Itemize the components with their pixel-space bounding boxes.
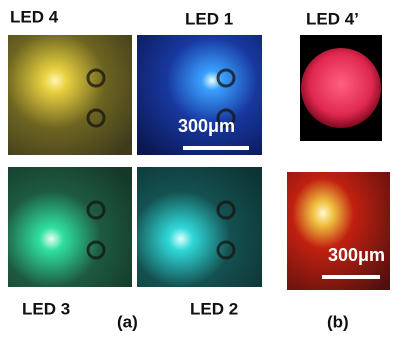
photo-led1: [137, 35, 262, 155]
label: LED 4: [10, 7, 59, 26]
photo-led3: [8, 167, 132, 287]
label: LED 3: [22, 299, 70, 318]
photo-led2: [137, 167, 262, 287]
scale-label: 300μm: [328, 245, 385, 265]
photo-led4: [8, 35, 132, 155]
label: LED 4’: [306, 9, 359, 28]
led-disc: [301, 48, 381, 128]
scale-label: 300μm: [178, 116, 235, 136]
figure: LED 4 LED 1 LED 3 LED 2 (a) 300μm LED 4’…: [0, 0, 403, 338]
label: LED 2: [190, 299, 238, 318]
scale-bar: [322, 275, 380, 279]
page: LED 4 LED 1 LED 3 LED 2 (a) 300μm LED 4’…: [0, 0, 403, 338]
photo-red: [287, 172, 390, 290]
caption: (a): [117, 312, 138, 331]
scale-bar: [183, 146, 249, 150]
label: LED 1: [185, 9, 233, 28]
caption: (b): [327, 312, 349, 331]
